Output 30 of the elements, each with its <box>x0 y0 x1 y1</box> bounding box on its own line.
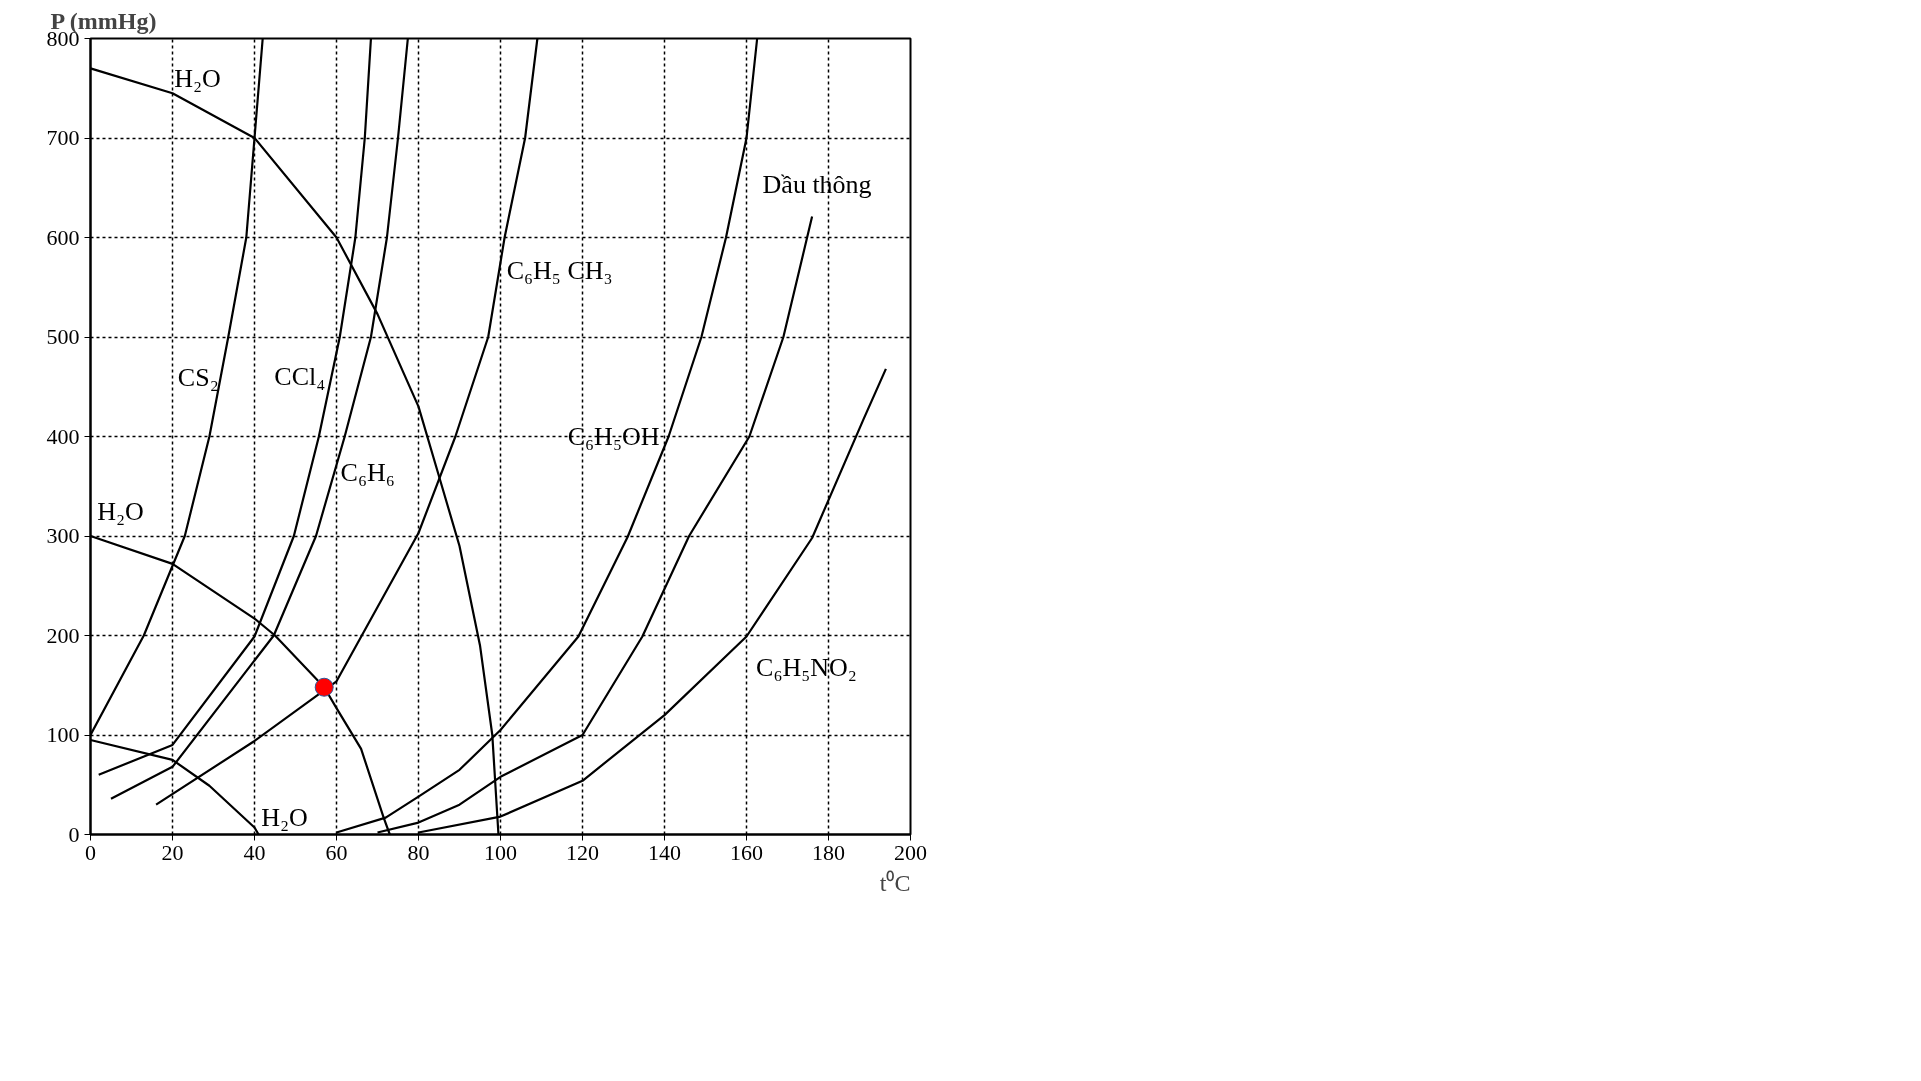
x-tick-label: 100 <box>484 839 517 865</box>
series-label: H₂O <box>261 803 308 833</box>
y-tick-label: 700 <box>46 125 80 150</box>
series-label: C₆H₆ <box>340 458 395 487</box>
y-tick-label: 100 <box>46 722 80 747</box>
series-label: CCl₄ <box>274 361 326 391</box>
y-tick-label: 0 <box>68 821 80 847</box>
x-axis-title: t⁰C <box>879 869 911 896</box>
x-tick-label: 40 <box>243 839 266 865</box>
y-tick-label: 400 <box>46 423 80 449</box>
series-label: CS₂ <box>177 362 219 392</box>
x-tick-label: 140 <box>648 839 681 865</box>
x-tick-label: 0 <box>85 839 96 865</box>
y-tick-label: 500 <box>46 324 80 349</box>
x-tick-label: 60 <box>325 839 348 865</box>
series-label: C₆H₅ CH₃ <box>506 256 613 285</box>
series-label: Dầu thông <box>762 170 872 200</box>
x-tick-label: 20 <box>161 839 184 865</box>
y-tick-label: 300 <box>46 523 80 548</box>
y-tick-label: 600 <box>46 224 80 250</box>
x-tick-label: 120 <box>566 839 599 865</box>
x-tick-label: 80 <box>407 839 430 865</box>
x-tick-label: 200 <box>894 839 927 865</box>
series-label: C₆H₅NO₂ <box>756 652 857 682</box>
series-label: H₂O <box>174 63 221 93</box>
series-label: H₂O <box>97 496 144 526</box>
series-label: C₆H₅OH <box>567 422 660 451</box>
x-tick-label: 160 <box>730 839 763 865</box>
x-tick-label: 180 <box>812 839 845 865</box>
y-tick-label: 200 <box>46 622 80 648</box>
